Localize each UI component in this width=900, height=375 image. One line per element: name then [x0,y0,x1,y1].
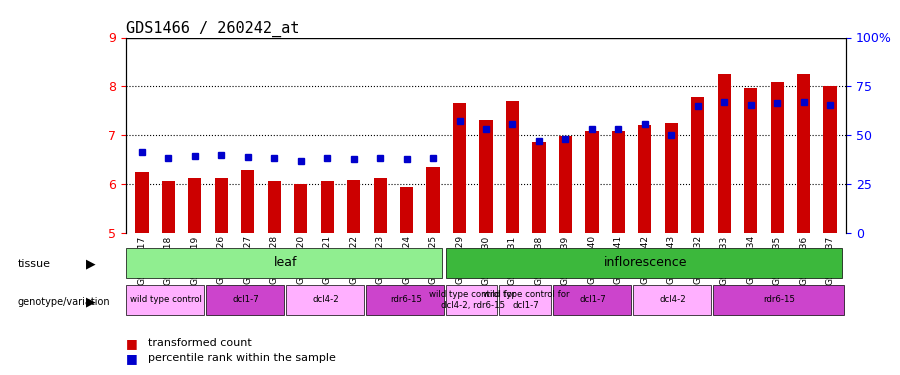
FancyBboxPatch shape [126,248,443,278]
Bar [215,178,228,232]
Text: transformed count: transformed count [148,338,252,348]
Text: rdr6-15: rdr6-15 [763,296,796,304]
FancyBboxPatch shape [206,285,284,315]
FancyBboxPatch shape [553,285,631,315]
Text: ■: ■ [126,352,138,364]
Bar [320,181,334,232]
Bar [506,101,519,232]
Text: dcl1-7: dcl1-7 [580,296,606,304]
FancyBboxPatch shape [446,285,497,315]
Bar [797,74,810,232]
Bar [744,88,757,232]
FancyBboxPatch shape [126,285,203,315]
Text: GDS1466 / 260242_at: GDS1466 / 260242_at [126,21,300,37]
Bar [294,184,307,232]
Text: inflorescence: inflorescence [604,256,688,269]
Bar [824,86,837,232]
FancyBboxPatch shape [633,285,710,315]
Bar [162,182,175,232]
Text: wild type control for
dcl4-2, rdr6-15: wild type control for dcl4-2, rdr6-15 [429,290,516,310]
Bar [770,82,784,232]
Bar [532,142,545,232]
Text: rdr6-15: rdr6-15 [390,296,422,304]
FancyBboxPatch shape [500,285,551,315]
Bar [188,178,202,232]
Text: leaf: leaf [274,256,298,269]
FancyBboxPatch shape [446,248,842,278]
Bar [585,131,598,232]
Bar [717,74,731,232]
Text: dcl1-7: dcl1-7 [232,296,259,304]
Bar [691,97,705,232]
Text: ▶: ▶ [86,258,95,271]
Bar [453,104,466,232]
Bar [374,178,387,232]
Text: percentile rank within the sample: percentile rank within the sample [148,353,337,363]
Bar [135,172,148,232]
FancyBboxPatch shape [713,285,844,315]
Bar [400,187,413,232]
Bar [347,180,360,232]
Text: tissue: tissue [18,260,51,269]
Bar [638,125,652,232]
Text: wild type control: wild type control [130,296,202,304]
Text: ■: ■ [126,337,138,350]
Bar [427,166,440,232]
Bar [559,136,572,232]
FancyBboxPatch shape [286,285,364,315]
Bar [612,131,625,232]
Bar [480,120,492,232]
Text: wild type control for
dcl1-7: wild type control for dcl1-7 [482,290,569,310]
Text: ▶: ▶ [86,296,95,308]
Text: dcl4-2: dcl4-2 [312,296,339,304]
Bar [267,182,281,232]
Bar [665,123,678,232]
FancyBboxPatch shape [366,285,444,315]
Text: genotype/variation: genotype/variation [18,297,111,307]
Text: dcl4-2: dcl4-2 [660,296,686,304]
Bar [241,170,255,232]
